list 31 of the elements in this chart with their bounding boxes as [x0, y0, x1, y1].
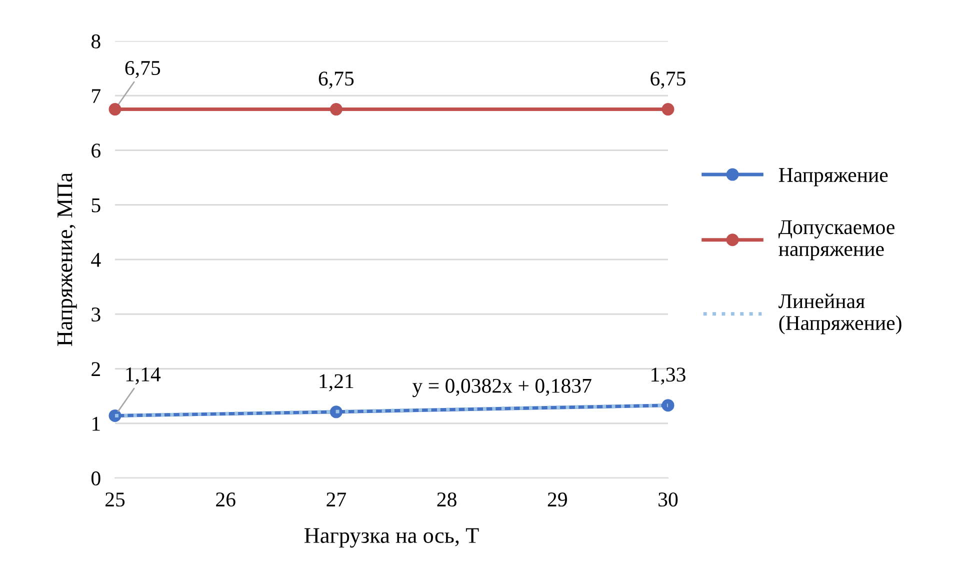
- x-tick-label: 26: [216, 492, 236, 507]
- legend-label: Допускаемое напряжение: [778, 220, 894, 260]
- y-tick-label: 3: [92, 308, 100, 322]
- point: [662, 103, 674, 116]
- y-tick-label: 8: [91, 34, 100, 48]
- x-tick-label: 25: [106, 492, 125, 507]
- data-label: 6,75: [650, 72, 686, 89]
- legend-label: Линейная (Напряжение): [778, 294, 902, 334]
- x-tick-label: 27: [326, 492, 346, 506]
- annotation: y = 0,0382x + 0,1837: [412, 378, 592, 398]
- y-tick-label: 5: [92, 198, 100, 212]
- y-axis-title: Напряжение, МПа: [58, 172, 77, 346]
- data-label: 6,75: [318, 72, 354, 89]
- y-tick-label: 4: [91, 253, 101, 267]
- data-label: 1,21: [320, 374, 354, 392]
- data-label: 1,14: [126, 367, 161, 384]
- y-tick-label: 1: [92, 416, 100, 431]
- x-tick-label: 29: [548, 492, 567, 507]
- y-tick-label: 6: [92, 144, 100, 158]
- point: [108, 103, 122, 116]
- x-tick-label: 30: [658, 492, 678, 507]
- x-axis-title: Нагрузка на ось, Т: [304, 528, 479, 548]
- data-label: 6,75: [125, 61, 160, 78]
- y-tick-label: 0: [91, 471, 100, 486]
- x-tick-label: 28: [437, 492, 456, 507]
- y-tick-label: 7: [92, 89, 101, 103]
- point: [330, 103, 342, 116]
- data-label: 1,33: [652, 368, 686, 385]
- point: [662, 399, 674, 412]
- y-tick-label: 2: [92, 362, 100, 376]
- legend-label: Напряжение: [778, 168, 888, 186]
